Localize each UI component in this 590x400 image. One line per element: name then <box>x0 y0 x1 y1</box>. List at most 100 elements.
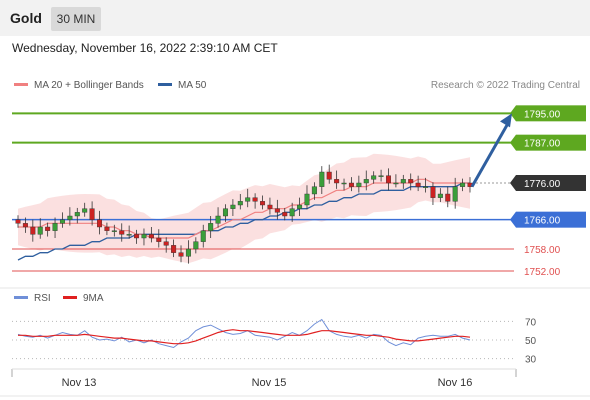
candle-body <box>415 182 421 187</box>
candle-body <box>274 208 280 213</box>
candle-body <box>163 241 169 246</box>
candle-body <box>237 201 243 206</box>
legend-label-9ma: 9MA <box>83 293 104 304</box>
candle-body <box>119 230 125 235</box>
candle-body <box>185 248 191 257</box>
candle-body <box>400 179 406 184</box>
candle-body <box>200 230 206 242</box>
credit-text: Research © 2022 Trading Central <box>430 80 580 91</box>
candle-body <box>222 208 228 217</box>
candle-body <box>452 186 458 202</box>
candle-body <box>437 193 443 198</box>
candle-body <box>82 208 88 213</box>
candle-body <box>59 219 65 224</box>
forecast-arrow-line <box>470 122 510 188</box>
candle-body <box>267 204 273 209</box>
chart-timestamp: Wednesday, November 16, 2022 2:39:10 AM … <box>12 41 278 55</box>
level-tag-arrow-1766.00 <box>510 211 516 228</box>
top-toolbar: Gold 30 MIN <box>0 0 590 36</box>
candle-body <box>104 226 110 231</box>
candle-body <box>37 226 43 235</box>
candle-body <box>67 215 73 220</box>
candles-group <box>15 164 473 264</box>
candle-body <box>22 223 28 228</box>
candle-body <box>378 175 384 177</box>
candle-body <box>134 234 140 239</box>
level-tag-arrow-1787.00 <box>510 134 516 151</box>
rsi-ma9-line <box>18 329 471 345</box>
candle-body <box>297 204 303 209</box>
candle-body <box>245 197 251 202</box>
level-tag-1795.00 <box>516 105 586 122</box>
candle-body <box>371 175 377 180</box>
candle-body <box>97 219 103 228</box>
candle-body <box>282 212 288 217</box>
rsi-tick-30: 30 <box>525 355 537 366</box>
ma50-line <box>17 182 470 261</box>
level-tag-arrow-1795.00 <box>510 105 516 122</box>
x-tick-label: Nov 15 <box>252 377 287 389</box>
candle-body <box>111 230 117 232</box>
candle-body <box>319 171 325 187</box>
legend-swatch-rsi <box>14 295 28 299</box>
candle-body <box>89 208 95 220</box>
level-label-1752.00: 1752.00 <box>524 267 561 278</box>
level-tag-1787.00 <box>516 134 586 151</box>
timeframe-button[interactable]: 30 MIN <box>51 7 101 31</box>
level-label-1776.00: 1776.00 <box>524 179 561 190</box>
candle-body <box>230 204 236 209</box>
candle-body <box>430 186 436 198</box>
legend-item-9ma: 9MA <box>63 293 104 304</box>
candle-body <box>74 212 80 217</box>
level-label-1795.00: 1795.00 <box>524 109 561 120</box>
candle-body <box>334 179 340 184</box>
x-tick-label: Nov 13 <box>62 377 97 389</box>
candle-body <box>156 237 162 242</box>
legend-label-rsi: RSI <box>34 293 51 304</box>
bollinger-band <box>18 153 470 264</box>
instrument-name: Gold <box>10 10 42 26</box>
candle-body <box>30 226 36 235</box>
level-tag-arrow-1776.00 <box>510 175 516 191</box>
candle-body <box>356 182 362 187</box>
level-tag-1766.00 <box>516 211 586 228</box>
legend-label-ma20: MA 20 + Bollinger Bands <box>34 80 144 91</box>
legend-item-ma20: MA 20 + Bollinger Bands <box>14 80 144 91</box>
level-label-1787.00: 1787.00 <box>524 139 561 150</box>
level-label-1766.00: 1766.00 <box>524 216 561 227</box>
legend-label-ma50: MA 50 <box>178 80 207 91</box>
candle-body <box>252 197 258 202</box>
legend-item-ma50: MA 50 <box>158 80 206 91</box>
candle-body <box>52 223 58 231</box>
candle-body <box>208 223 214 231</box>
legend-swatch-ma20 <box>14 82 28 86</box>
rsi-tick-70: 70 <box>525 317 537 328</box>
candle-body <box>141 234 147 239</box>
candle-body <box>304 193 310 206</box>
candle-body <box>193 241 199 250</box>
candle-body <box>348 182 354 187</box>
legend-item-rsi: RSI <box>14 293 51 304</box>
candle-body <box>15 219 21 224</box>
candle-body <box>460 182 466 187</box>
candle-body <box>215 215 221 224</box>
level-tag-1776.00 <box>516 175 586 191</box>
candle-body <box>148 234 154 239</box>
candle-body <box>260 201 266 206</box>
candle-body <box>423 186 429 188</box>
candle-body <box>393 182 399 185</box>
candle-body <box>341 182 347 185</box>
candle-body <box>385 175 391 184</box>
candle-body <box>126 234 132 236</box>
legend-swatch-ma50 <box>158 82 172 86</box>
level-label-1758.00: 1758.00 <box>524 245 561 256</box>
candle-body <box>408 179 414 184</box>
candle-body <box>171 245 177 253</box>
candle-body <box>178 252 184 257</box>
rsi-line <box>17 318 471 349</box>
candle-body <box>289 208 295 217</box>
candle-body <box>311 186 317 195</box>
candle-body <box>445 193 451 202</box>
